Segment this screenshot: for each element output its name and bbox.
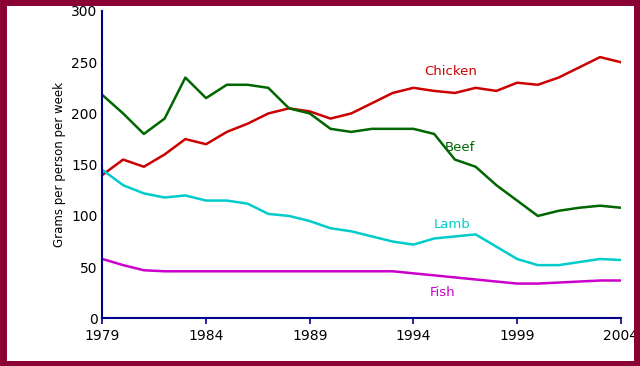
- Text: Fish: Fish: [430, 286, 456, 299]
- Text: Chicken: Chicken: [424, 64, 477, 78]
- Text: Lamb: Lamb: [434, 218, 471, 231]
- Text: Beef: Beef: [445, 141, 475, 154]
- Y-axis label: Grams per person per week: Grams per person per week: [52, 82, 66, 247]
